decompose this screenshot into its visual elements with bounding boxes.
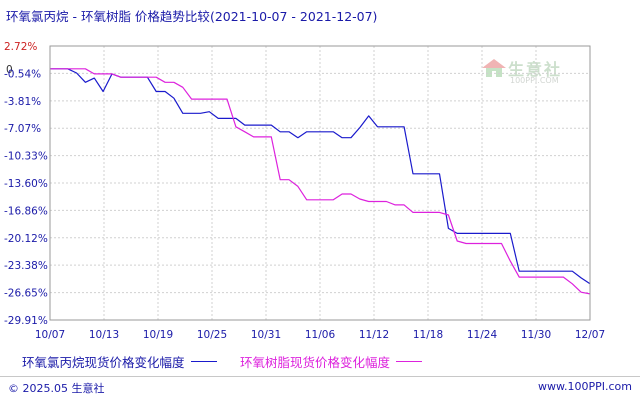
y-axis-ticks: 2.72% 0-0.54% -3.81% -7.07% -10.33% -13.60% -1… xyxy=(4,41,48,327)
x-tick-label: 11/24 xyxy=(467,329,498,341)
chart-series xyxy=(50,68,591,295)
series-line-2 xyxy=(50,68,591,295)
x-tick-label: 10/25 xyxy=(197,329,227,341)
footer-copyright: © 2025.05 生意社 xyxy=(8,382,105,395)
y-tick-label: -23.38% xyxy=(4,260,48,272)
y-tick-label: -13.60% xyxy=(4,178,48,190)
footer-site-link[interactable]: www.100PPI.com xyxy=(538,380,632,393)
house-logo-icon xyxy=(482,59,506,77)
x-tick-label: 11/30 xyxy=(521,329,551,341)
y-tick-label: -3.81% xyxy=(4,96,41,108)
y-tick-label: 2.72% xyxy=(4,41,37,53)
chart-title-text: 环氧氯丙烷 - 环氧树脂 价格趋势比较 xyxy=(6,9,210,24)
watermark-name: 生意社 xyxy=(508,60,563,79)
x-axis-ticks: 10/07 10/13 10/19 10/25 10/31 11/06 11/12 11/18… xyxy=(35,329,605,341)
legend-label-series2: 环氧树脂现货价格变化幅度 xyxy=(240,355,391,370)
plot-frame xyxy=(49,45,591,321)
x-tick-label: 10/07 xyxy=(35,329,65,341)
watermark-url: 100PPI.COM xyxy=(510,76,559,85)
y-tick-label: 0 xyxy=(6,64,13,76)
x-tick-label: 11/12 xyxy=(359,329,389,341)
footer-divider xyxy=(0,376,640,377)
chart-grid xyxy=(50,45,590,321)
y-tick-label: -26.65% xyxy=(4,288,48,300)
y-tick-label: -10.33% xyxy=(4,151,48,163)
y-tick-label: -20.12% xyxy=(4,233,48,245)
chart-title: 环氧氯丙烷 - 环氧树脂 价格趋势比较(2021-10-07 - 2021-12… xyxy=(6,6,377,25)
x-tick-label: 11/18 xyxy=(413,329,443,341)
x-tick-label: 12/07 xyxy=(575,329,605,341)
x-tick-label: 10/13 xyxy=(89,329,119,341)
y-tick-label: -7.07% xyxy=(4,123,41,135)
legend-label-series1: 环氧氯丙烷现货价格变化幅度 xyxy=(22,355,185,370)
legend-swatch-series2 xyxy=(396,361,423,362)
legend-swatch-series1 xyxy=(190,361,217,362)
chart-date-range: (2021-10-07 - 2021-12-07) xyxy=(209,9,378,24)
x-tick-label: 11/06 xyxy=(305,329,336,341)
y-tick-label: -29.91% xyxy=(4,315,48,327)
x-tick-label: 10/19 xyxy=(143,329,173,341)
watermark-logo: 生意社 100PPI.COM xyxy=(480,56,563,85)
y-tick-label: -0.54% xyxy=(4,68,41,80)
y-tick-label: -16.86% xyxy=(4,205,48,217)
legend-item-series2: 环氧树脂现货价格变化幅度 xyxy=(240,352,423,371)
x-tick-label: 10/31 xyxy=(251,329,281,341)
legend-item-series1: 环氧氯丙烷现货价格变化幅度 xyxy=(22,352,217,371)
